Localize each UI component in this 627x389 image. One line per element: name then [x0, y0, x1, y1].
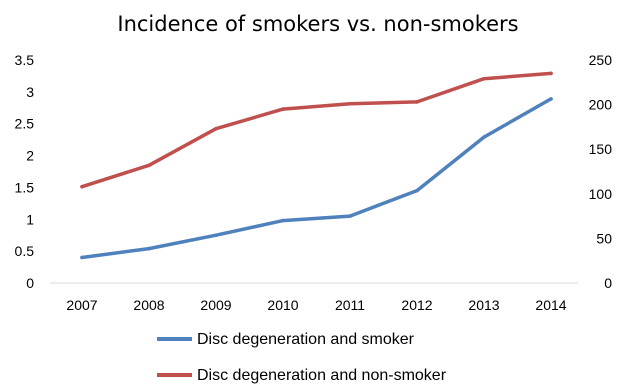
left-y-axis: 0 0.5 1 1.5 2 2.5 3 3.5: [15, 52, 35, 291]
data-point: [147, 163, 151, 168]
series-line-0: [80, 97, 553, 260]
x-tick-label: 2007: [66, 297, 97, 313]
right-y-tick-label: 100: [589, 186, 613, 202]
x-axis: 2007 2008 2009 2010 2011 2012 2013 2014: [50, 282, 578, 313]
left-y-tick-label: 1.5: [15, 179, 35, 195]
x-tick-label: 2009: [200, 297, 231, 313]
right-y-tick-label: 250: [589, 52, 613, 68]
data-point: [415, 100, 419, 104]
x-tick-label: 2010: [267, 297, 298, 313]
legend-label-0: Disc degeneration and smoker: [197, 331, 415, 348]
legend-label-1: Disc degeneration and non-smoker: [197, 367, 447, 384]
data-point: [281, 218, 285, 223]
data-point: [549, 97, 553, 101]
right-y-tick-label: 200: [589, 97, 613, 113]
x-tick-label: 2014: [535, 297, 566, 313]
chart-title: Incidence of smokers vs. non-smokers: [117, 12, 518, 36]
x-tick-label: 2012: [401, 297, 432, 313]
data-point: [80, 184, 84, 189]
plot-area: [80, 71, 553, 260]
x-tick-label: 2011: [335, 297, 365, 313]
x-tick-label: 2008: [133, 297, 164, 313]
right-y-tick-label: 150: [589, 141, 613, 157]
data-point: [214, 233, 218, 237]
right-y-tick-label: 0: [604, 275, 612, 291]
data-point: [482, 135, 486, 139]
left-y-tick-label: 3.5: [15, 52, 35, 68]
data-point: [147, 246, 151, 251]
data-point: [415, 188, 419, 193]
series-line-1: [80, 71, 553, 189]
left-y-tick-label: 3: [26, 84, 34, 100]
data-point: [348, 101, 352, 106]
data-point: [80, 255, 84, 260]
left-y-tick-label: 1: [26, 211, 34, 227]
data-point: [549, 71, 553, 76]
left-y-tick-label: 0.5: [15, 243, 35, 259]
legend: Disc degeneration and smoker Disc degener…: [157, 331, 447, 384]
left-y-tick-label: 2: [26, 148, 34, 164]
x-tick-label: 2013: [468, 297, 499, 313]
left-y-tick-label: 2.5: [15, 116, 35, 132]
right-y-tick-label: 50: [596, 230, 612, 246]
right-y-axis: 0 50 100 150 200 250: [589, 52, 613, 291]
data-point: [281, 107, 285, 111]
data-point: [482, 76, 486, 81]
data-point: [348, 214, 352, 218]
left-y-tick-label: 0: [26, 275, 34, 291]
data-point: [214, 126, 218, 131]
